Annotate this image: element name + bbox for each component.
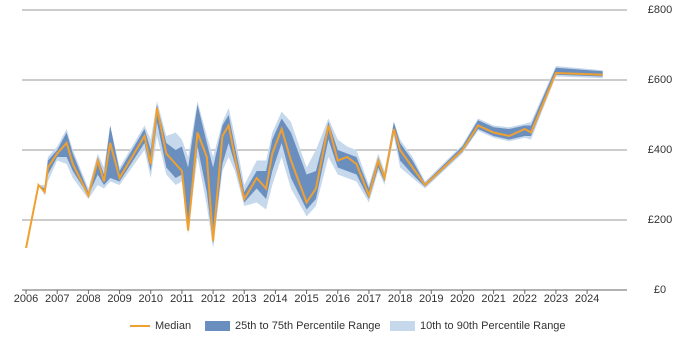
legend-swatch — [205, 321, 230, 331]
x-tick-label: 2011 — [170, 293, 194, 305]
legend-label: Median — [155, 320, 191, 332]
median-line — [25, 71, 603, 249]
x-tick-label: 2009 — [107, 293, 131, 305]
x-tick-label: 2021 — [481, 293, 505, 305]
x-tick-label: 2010 — [138, 293, 162, 305]
x-tick-label: 2017 — [357, 293, 381, 305]
x-tick-label: 2018 — [388, 293, 412, 305]
y-tick-label: £400 — [648, 144, 672, 156]
x-tick-label: 2022 — [513, 293, 537, 305]
x-tick-label: 2008 — [76, 293, 100, 305]
y-tick-label: £200 — [648, 214, 672, 226]
x-tick-label: 2019 — [419, 293, 443, 305]
legend-label: 10th to 90th Percentile Range — [420, 320, 566, 332]
y-tick-label: £600 — [648, 74, 672, 86]
x-tick-label: 2023 — [544, 293, 568, 305]
legend-label: 25th to 75th Percentile Range — [235, 320, 381, 332]
x-tick-label: 2012 — [201, 293, 225, 305]
x-tick-label: 2007 — [45, 293, 69, 305]
x-tick-label: 2016 — [326, 293, 350, 305]
y-tick-label: £800 — [648, 4, 672, 16]
x-tick-label: 2013 — [232, 293, 256, 305]
x-tick-label: 2014 — [263, 293, 287, 305]
legend-swatch — [390, 321, 415, 331]
x-tick-label: 2024 — [575, 293, 599, 305]
x-tick-label: 2015 — [294, 293, 318, 305]
x-tick-label: 2020 — [450, 293, 474, 305]
x-tick-label: 2006 — [14, 293, 38, 305]
percentile-band — [26, 66, 603, 248]
y-tick-label: £0 — [654, 284, 666, 296]
